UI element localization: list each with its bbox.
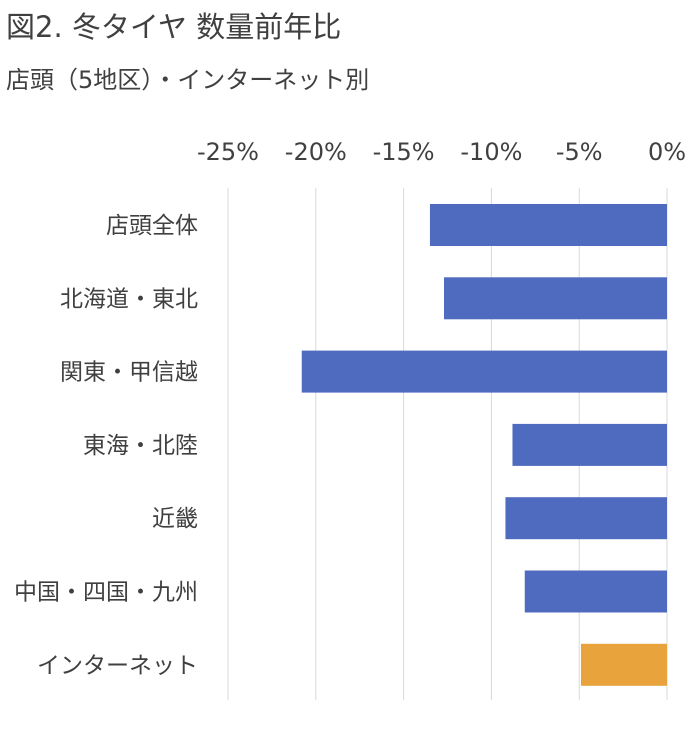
x-tick-label: -20% <box>285 138 347 166</box>
category-label: 中国・四国・九州 <box>14 580 198 606</box>
bar <box>524 570 667 613</box>
category-label: 北海道・東北 <box>60 286 198 312</box>
chart-subtitle: 店頭（5地区）・インターネット別 <box>6 66 370 94</box>
bar <box>301 350 667 393</box>
category-label: 店頭全体 <box>106 213 198 239</box>
chart-title: 図2. 冬タイヤ 数量前年比 <box>6 10 342 44</box>
bar <box>443 277 667 320</box>
x-tick-label: -15% <box>373 138 435 166</box>
x-tick-label: -10% <box>460 138 522 166</box>
bar <box>580 643 667 686</box>
x-tick-label: -25% <box>197 138 259 166</box>
category-label: 東海・北陸 <box>83 433 198 459</box>
bar <box>505 497 667 540</box>
x-tick-label: 0% <box>648 138 686 166</box>
category-label: 関東・甲信越 <box>60 360 198 386</box>
x-tick-label: -5% <box>556 138 603 166</box>
category-label: 近畿 <box>152 506 198 532</box>
category-label: インターネット <box>37 653 198 679</box>
bar <box>429 204 667 246</box>
bar <box>512 423 667 466</box>
